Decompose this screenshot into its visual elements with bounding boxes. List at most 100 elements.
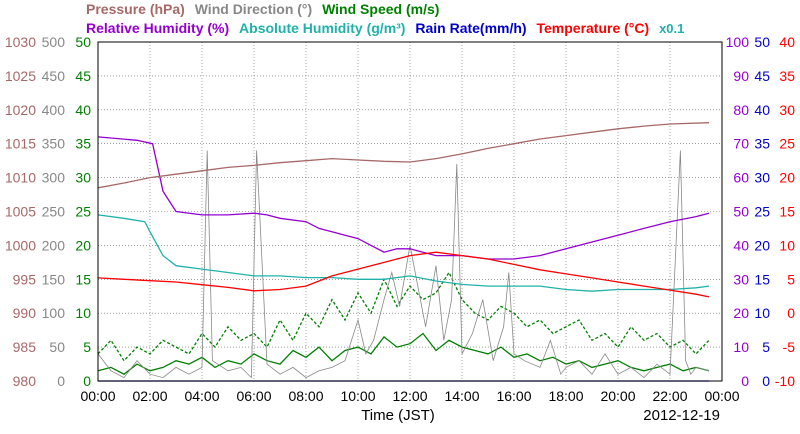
wind_dir-tick-label: 350: [42, 136, 66, 152]
humidity-tick-label: 0: [741, 373, 749, 389]
rain_rate-tick-label: 40: [754, 102, 770, 118]
series-layer: [97, 122, 710, 382]
x-tick-label: 16:00: [496, 388, 531, 404]
temperature-tick-label: 15: [779, 204, 795, 220]
x-tick-label: 18:00: [548, 388, 583, 404]
rain_rate-tick-label: 20: [754, 237, 770, 253]
pressure-tick-label: 990: [13, 305, 37, 321]
humidity-tick-label: 60: [733, 170, 749, 186]
x-tick-label: 20:00: [600, 388, 635, 404]
series-absolute-humidity-line: [97, 214, 710, 292]
left-axis-ticks: 1030102510201015101010051000995990985980…: [5, 34, 91, 389]
temperature-tick-label: 20: [779, 170, 795, 186]
legend-wind-direction: Wind Direction (°): [194, 1, 313, 17]
x-tick-label: 12:00: [392, 388, 427, 404]
right-axis-ticks: 1009080706050403020100504540353025201510…: [726, 34, 796, 389]
wind_dir-tick-label: 200: [42, 237, 66, 253]
pressure-tick-label: 985: [13, 339, 37, 355]
temperature-tick-label: 10: [779, 237, 795, 253]
legend-pressure: Pressure (hPa): [86, 1, 185, 17]
series-relative-humidity-line: [97, 136, 710, 260]
wind_speed-tick-label: 20: [75, 237, 91, 253]
wind_dir-tick-label: 300: [42, 170, 66, 186]
wind_speed-tick-label: 10: [75, 305, 91, 321]
pressure-tick-label: 1005: [5, 204, 36, 220]
temperature-tick-label: 0: [787, 305, 795, 321]
humidity-tick-label: 30: [733, 271, 749, 287]
humidity-tick-label: 20: [733, 305, 749, 321]
wind_speed-tick-label: 45: [75, 68, 91, 84]
rain_rate-tick-label: 35: [754, 136, 770, 152]
x-axis-label: Time (JST): [361, 407, 435, 424]
wind_speed-tick-label: 35: [75, 136, 91, 152]
rain_rate-tick-label: 10: [754, 305, 770, 321]
legend-rain-rate: Rain Rate(mm/h): [415, 20, 527, 36]
humidity-tick-label: 90: [733, 68, 749, 84]
wind_speed-tick-label: 30: [75, 170, 91, 186]
legend-row-1: Pressure (hPa) Wind Direction (°) Wind S…: [86, 1, 439, 17]
wind_speed-tick-label: 15: [75, 271, 91, 287]
rain_rate-tick-label: 15: [754, 271, 770, 287]
temperature-tick-label: 5: [787, 271, 795, 287]
temperature-tick-label: 35: [779, 68, 795, 84]
pressure-tick-label: 1025: [5, 68, 36, 84]
date-label: 2012-12-19: [643, 407, 720, 424]
rain_rate-tick-label: 0: [762, 373, 770, 389]
temperature-tick-label: -5: [783, 339, 796, 355]
series-pressure-line: [97, 122, 710, 189]
legend-temperature: Temperature (°C): [536, 20, 650, 36]
humidity-tick-label: 80: [733, 102, 749, 118]
wind_dir-tick-label: 500: [42, 34, 66, 50]
temperature-tick-label: 40: [779, 34, 795, 50]
temperature-tick-label: 25: [779, 136, 795, 152]
pressure-tick-label: 1015: [5, 136, 36, 152]
pressure-tick-label: 1000: [5, 237, 36, 253]
wind_dir-tick-label: 450: [42, 68, 66, 84]
plot-frame: [97, 41, 723, 382]
grid: [98, 42, 722, 381]
wind_dir-tick-label: 400: [42, 102, 66, 118]
rain_rate-tick-label: 5: [762, 339, 770, 355]
series-wind-speed-line: [97, 332, 710, 375]
humidity-tick-label: 70: [733, 136, 749, 152]
wind_speed-tick-label: 50: [75, 34, 91, 50]
rain_rate-tick-label: 45: [754, 68, 770, 84]
wind_dir-tick-label: 100: [42, 305, 66, 321]
x-tick-label: 04:00: [184, 388, 219, 404]
wind_dir-tick-label: 0: [57, 373, 65, 389]
humidity-tick-label: 40: [733, 237, 749, 253]
series-wind-direction-line: [97, 150, 710, 379]
legend-scale-note: x0.1: [659, 21, 685, 36]
x-axis-ticks: 00:00 02:00 04:00 06:00 08:00 10:00 12:00 14:00…: [80, 388, 739, 404]
temperature-tick-label: 30: [779, 102, 795, 118]
humidity-tick-label: 100: [726, 34, 750, 50]
pressure-tick-label: 1020: [5, 102, 36, 118]
x-tick-label: 02:00: [132, 388, 167, 404]
series-temperature-line: [97, 251, 710, 298]
temperature-tick-label: -10: [775, 373, 795, 389]
wind_speed-tick-label: 25: [75, 204, 91, 220]
wind_speed-tick-label: 0: [83, 373, 91, 389]
legend-row-2: Relative Humidity (%) Absolute Humidity …: [86, 20, 684, 36]
pressure-tick-label: 980: [13, 373, 37, 389]
pressure-tick-label: 1010: [5, 170, 36, 186]
rain_rate-tick-label: 25: [754, 204, 770, 220]
x-tick-label: 08:00: [288, 388, 323, 404]
wind_dir-tick-label: 150: [42, 271, 66, 287]
pressure-tick-label: 995: [13, 271, 37, 287]
legend-absolute-humidity: Absolute Humidity (g/m³): [239, 20, 406, 36]
legend-wind-speed: Wind Speed (m/s): [322, 1, 440, 17]
humidity-tick-label: 50: [733, 204, 749, 220]
wind_speed-tick-label: 40: [75, 102, 91, 118]
pressure-tick-label: 1030: [5, 34, 36, 50]
rain_rate-tick-label: 30: [754, 170, 770, 186]
wind_dir-tick-label: 250: [42, 204, 66, 220]
x-tick-label: 10:00: [340, 388, 375, 404]
legend-relative-humidity: Relative Humidity (%): [86, 20, 230, 36]
x-tick-label: 06:00: [236, 388, 271, 404]
x-tick-label: 22:00: [652, 388, 687, 404]
x-tick-label: 14:00: [444, 388, 479, 404]
x-tick-label: 00:00: [704, 388, 739, 404]
x-tick-label: 00:00: [80, 388, 115, 404]
